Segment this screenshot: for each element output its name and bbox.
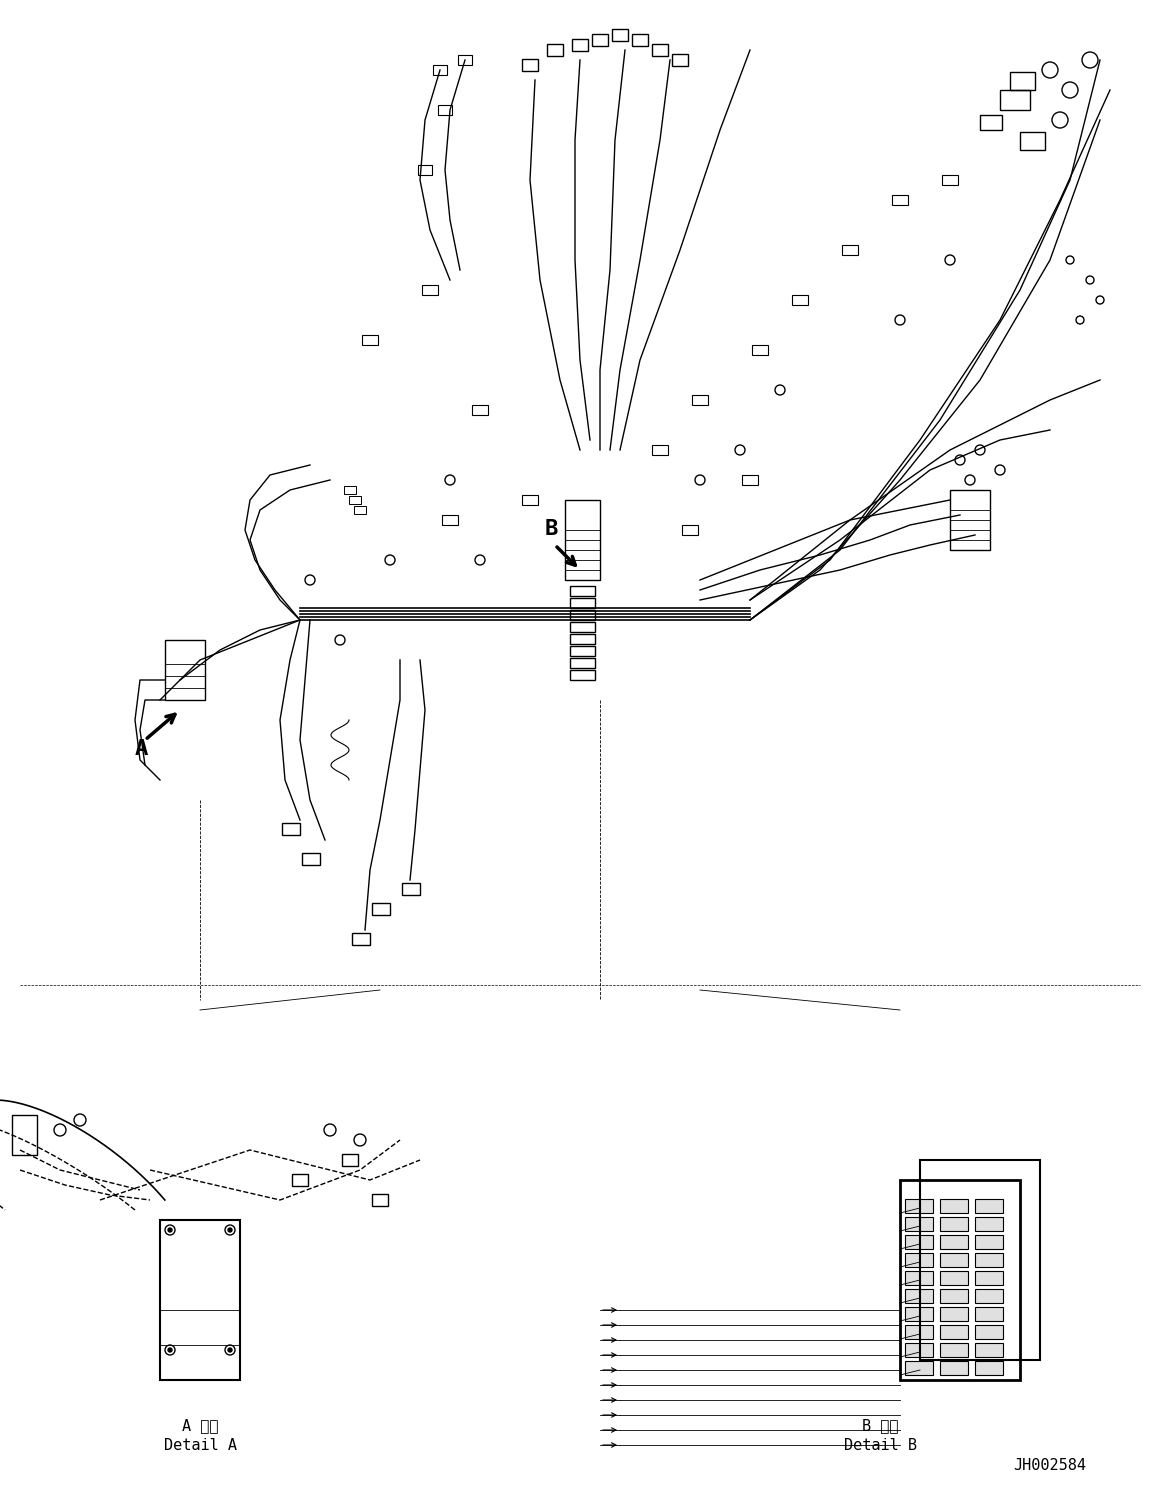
Bar <box>570 645 595 656</box>
Bar <box>570 671 595 680</box>
Bar <box>672 54 688 65</box>
Bar <box>160 1219 240 1380</box>
Bar <box>940 1199 968 1213</box>
Bar <box>572 39 588 51</box>
Bar <box>905 1236 933 1249</box>
Text: Detail A: Detail A <box>164 1438 236 1453</box>
Bar <box>372 1194 388 1206</box>
Bar <box>652 45 668 57</box>
Bar <box>632 34 648 46</box>
Bar <box>472 404 488 415</box>
Bar <box>940 1289 968 1303</box>
Bar <box>905 1343 933 1358</box>
Text: B 詳細: B 詳細 <box>862 1419 898 1433</box>
Text: B: B <box>545 519 558 538</box>
Bar <box>349 497 361 504</box>
Bar <box>940 1271 968 1285</box>
Bar <box>682 525 698 535</box>
Bar <box>975 1271 1003 1285</box>
Bar <box>940 1236 968 1249</box>
Bar <box>920 1160 1040 1361</box>
Bar <box>842 245 858 254</box>
Bar <box>975 1254 1003 1267</box>
Bar <box>522 495 538 506</box>
Bar <box>975 1307 1003 1320</box>
Bar <box>418 165 431 175</box>
Circle shape <box>167 1228 172 1233</box>
Bar <box>352 932 370 946</box>
Bar <box>905 1361 933 1375</box>
Bar <box>592 34 608 46</box>
Bar <box>402 883 420 895</box>
Bar <box>905 1216 933 1231</box>
Bar <box>892 195 908 205</box>
Circle shape <box>228 1349 231 1352</box>
Circle shape <box>167 1349 172 1352</box>
Bar <box>900 1181 1020 1380</box>
Bar <box>354 506 366 515</box>
Bar <box>940 1307 968 1320</box>
Bar <box>905 1254 933 1267</box>
Bar <box>302 854 320 865</box>
Text: JH002584: JH002584 <box>1013 1457 1086 1474</box>
Bar <box>905 1307 933 1320</box>
Bar <box>905 1271 933 1285</box>
Bar <box>975 1236 1003 1249</box>
Bar <box>438 106 452 114</box>
Bar <box>975 1216 1003 1231</box>
Bar <box>292 1175 308 1187</box>
Bar <box>1000 91 1030 110</box>
Bar <box>612 30 628 42</box>
Text: A 詳細: A 詳細 <box>181 1419 219 1433</box>
Bar <box>975 1199 1003 1213</box>
Bar <box>940 1254 968 1267</box>
Bar <box>565 500 600 580</box>
Bar <box>344 486 356 494</box>
Bar <box>342 1154 358 1166</box>
Bar <box>547 45 563 57</box>
Bar <box>950 491 990 550</box>
Bar <box>522 59 538 71</box>
Bar <box>570 659 595 668</box>
Bar <box>905 1325 933 1338</box>
Text: A: A <box>135 739 149 758</box>
Bar <box>905 1289 933 1303</box>
Bar <box>1009 71 1035 91</box>
Bar <box>433 65 447 74</box>
Bar <box>975 1289 1003 1303</box>
Bar <box>570 622 595 632</box>
Circle shape <box>228 1228 231 1233</box>
Bar <box>422 286 438 294</box>
Bar <box>570 610 595 620</box>
Bar <box>975 1325 1003 1338</box>
Bar <box>792 294 808 305</box>
Bar <box>281 822 300 836</box>
Bar <box>570 586 595 596</box>
Bar <box>752 345 768 355</box>
Bar <box>980 114 1003 129</box>
Bar <box>362 335 378 345</box>
Bar <box>940 1216 968 1231</box>
Bar <box>942 175 958 184</box>
Bar <box>570 598 595 608</box>
Bar <box>372 903 390 915</box>
Bar <box>975 1343 1003 1358</box>
Bar <box>458 55 472 65</box>
Bar <box>940 1361 968 1375</box>
Bar <box>940 1325 968 1338</box>
Bar <box>905 1199 933 1213</box>
Bar <box>442 515 458 525</box>
Text: Detail B: Detail B <box>843 1438 916 1453</box>
Bar <box>692 396 708 404</box>
Bar <box>12 1115 37 1155</box>
Bar <box>742 474 758 485</box>
Bar <box>975 1361 1003 1375</box>
Bar <box>570 633 595 644</box>
Bar <box>940 1343 968 1358</box>
Bar <box>652 445 668 455</box>
Bar <box>1020 132 1046 150</box>
Bar <box>165 639 205 700</box>
